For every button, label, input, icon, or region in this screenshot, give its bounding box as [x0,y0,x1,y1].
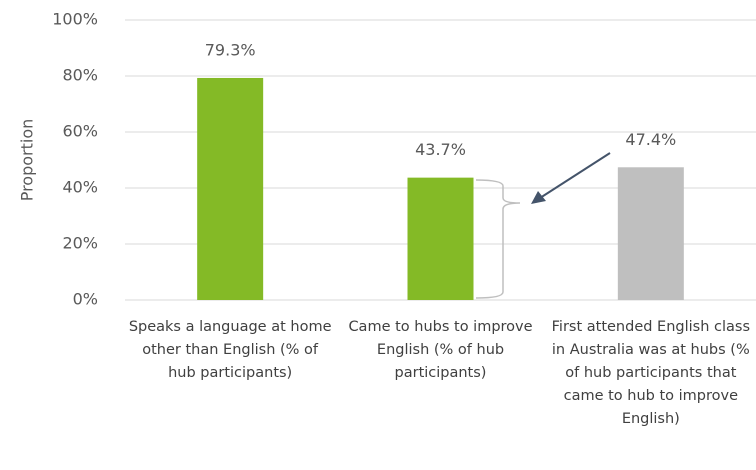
data-label: 47.4% [625,130,676,149]
bars [197,77,684,301]
bar [617,167,684,300]
data-label: 43.7% [415,140,466,159]
x-tick-label: Came to hubs to improve English (% of hu… [348,319,533,381]
y-tick-label: 60% [62,122,98,141]
data-label: 79.3% [205,40,256,59]
bar [407,177,474,300]
arrow-head [531,191,546,204]
y-tick-label: 80% [62,66,98,85]
y-tick-label: 0% [73,290,98,309]
arrow-line [539,152,611,199]
y-tick-label: 100% [52,10,98,29]
y-tick-label: 40% [62,178,98,197]
bracket [475,179,521,299]
y-tick-label: 20% [62,234,98,253]
y-axis-label: Proportion [18,119,37,202]
bar [197,77,264,301]
x-tick-label: First attended English class in Australi… [551,319,751,427]
x-tick-label: Speaks a language at home other than Eng… [128,319,332,381]
